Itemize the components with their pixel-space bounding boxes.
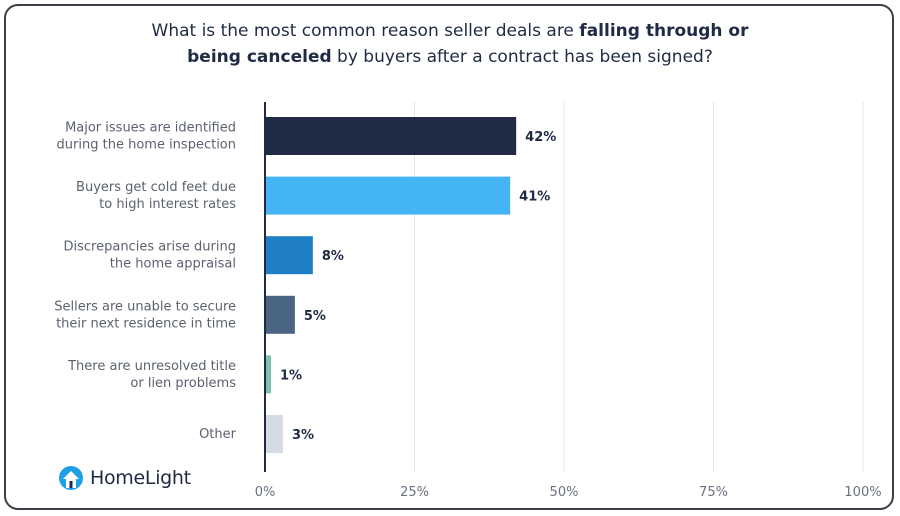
title-part-1: What is the most common reason seller de… <box>151 21 580 41</box>
bar-value-label: 1% <box>280 368 302 383</box>
bar <box>265 355 271 394</box>
x-tick-label: 50% <box>550 485 579 500</box>
title-bold-1: falling through or <box>579 21 749 41</box>
homelight-house-logo-icon <box>59 466 83 490</box>
bar <box>265 117 517 155</box>
category-label-line: Sellers are unable to secure <box>54 299 236 314</box>
chart-card <box>4 4 894 510</box>
category-label: Buyers get cold feet due to high interest… <box>76 180 236 212</box>
category-label: Discrepancies arise during the home appra… <box>64 240 237 272</box>
title-part-2: by buyers after a contract has been sign… <box>331 47 713 67</box>
brand-name: HomeLight <box>90 467 191 489</box>
title-bold-2: being canceled <box>187 47 332 67</box>
x-tick-label: 75% <box>699 485 728 500</box>
x-tick-label: 0% <box>255 485 276 500</box>
category-label-line: There are unresolved title <box>67 359 236 374</box>
bar-value-label: 41% <box>519 190 550 205</box>
category-label-line: their next residence in time <box>56 316 236 331</box>
chart-title: What is the most common reason seller de… <box>0 18 900 70</box>
brand-logo: HomeLight <box>58 464 191 492</box>
category-label-line: the home appraisal <box>110 257 236 272</box>
category-label-line: Other <box>199 427 237 442</box>
category-label-line: Buyers get cold feet due <box>76 180 236 195</box>
bar <box>265 236 313 275</box>
category-label: Major issues are identified during the ho… <box>57 121 236 153</box>
bar-value-label: 42% <box>525 130 556 145</box>
category-label-line: Discrepancies arise during <box>64 240 237 255</box>
bar <box>265 415 283 453</box>
bar <box>265 176 511 215</box>
category-label: Sellers are unable to secure their next r… <box>54 299 236 331</box>
bar <box>265 295 295 334</box>
category-label-line: to high interest rates <box>99 197 236 212</box>
bar-value-label: 8% <box>322 249 344 264</box>
x-tick-label: 100% <box>844 485 881 500</box>
category-label: Other <box>199 427 237 442</box>
bar-value-label: 5% <box>304 309 326 324</box>
category-label-line: Major issues are identified <box>65 121 236 136</box>
x-tick-label: 25% <box>400 485 429 500</box>
bar-value-label: 3% <box>292 428 314 443</box>
category-label-line: or lien problems <box>130 376 236 391</box>
category-label-line: during the home inspection <box>57 138 236 153</box>
category-label: There are unresolved title or lien proble… <box>67 359 236 391</box>
